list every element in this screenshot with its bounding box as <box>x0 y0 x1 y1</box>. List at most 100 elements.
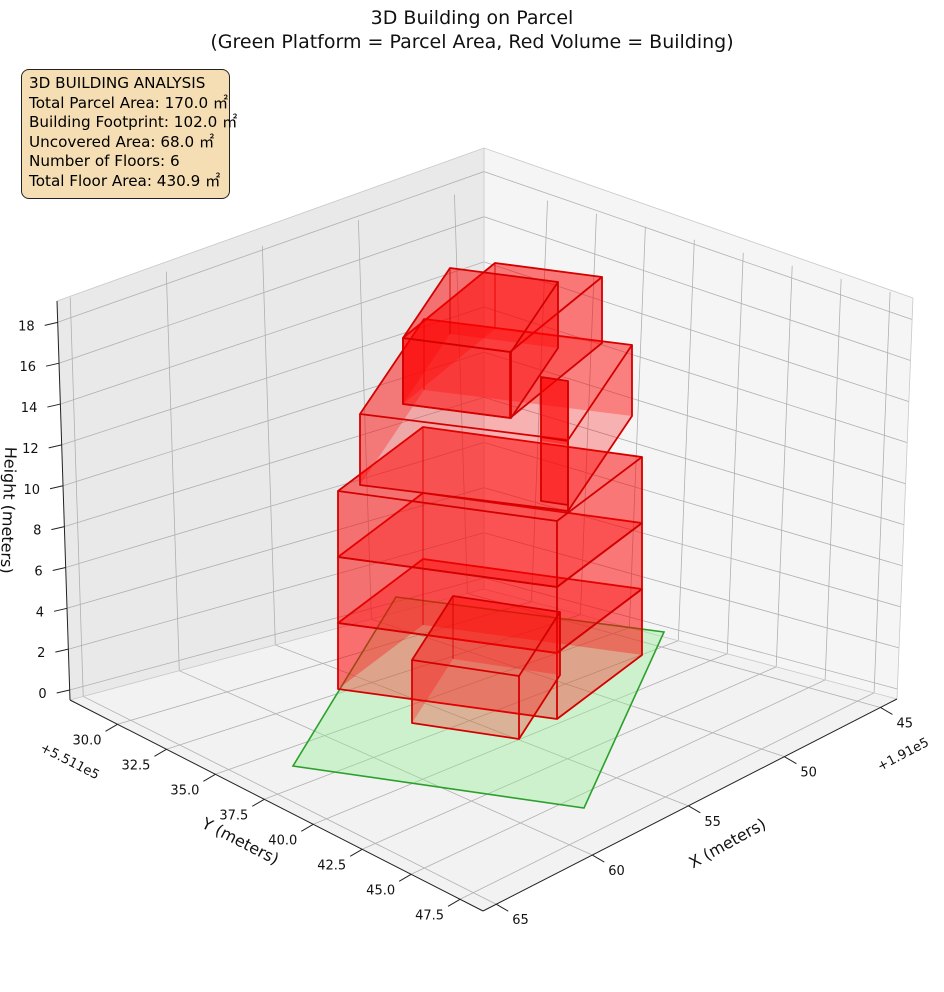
x-tick-label: 65 <box>512 913 529 928</box>
x-gridline-wall <box>454 194 468 594</box>
building-side-edge <box>556 523 643 654</box>
y-tick-label: 35.0 <box>170 783 199 798</box>
z-axis-line <box>56 300 71 701</box>
building-face <box>403 338 510 418</box>
tick-labels: 0 2 4 6 8 10 12 14 16 18 30.0 32.5 35.0 37.5 40.0 42.5 4… <box>18 319 913 928</box>
x-tick-label: 55 <box>704 815 721 830</box>
building-face <box>412 660 519 739</box>
building-front-edge <box>337 623 558 720</box>
z-tick <box>48 444 62 449</box>
y-gridline-wall <box>873 291 891 693</box>
building-side-edge <box>567 345 633 512</box>
z-tick-label: 2 <box>37 646 45 661</box>
y-tick <box>252 798 265 807</box>
y-tick-label: 32.5 <box>121 758 150 773</box>
info-total-floor-area: Total Floor Area: 430.9 ㎡ <box>29 171 221 190</box>
building-side-edge <box>518 612 561 740</box>
building-face <box>541 437 568 505</box>
y-gridline-floor <box>264 640 679 800</box>
x-offset-label: +1.91e5 <box>875 735 932 775</box>
y-gridline-floor <box>313 653 728 825</box>
z-tick <box>55 648 69 653</box>
building-face <box>495 263 602 343</box>
building-face <box>450 268 558 348</box>
axis-lines <box>56 147 914 912</box>
x-tick <box>880 707 893 715</box>
building-face <box>403 263 602 352</box>
y-tick-label: 40.0 <box>268 833 297 848</box>
building-face <box>338 491 557 587</box>
x-tick <box>592 854 605 863</box>
x-tick-label: 45 <box>896 716 913 731</box>
x-tick <box>688 805 701 814</box>
y-gridline-wall <box>726 252 744 654</box>
info-uncovered-area: Uncovered Area: 68.0 ㎡ <box>29 132 215 151</box>
y-gridline-floor <box>166 614 581 750</box>
info-heading: 3D BUILDING ANALYSIS <box>29 74 206 92</box>
x-gridline-wall <box>261 245 276 645</box>
y-gridline-floor <box>362 666 777 850</box>
building-face <box>541 377 568 445</box>
floor-pane <box>70 589 897 911</box>
tick-marks <box>44 321 893 912</box>
y-tick-label: 42.5 <box>317 858 346 873</box>
y-gridline-floor <box>459 692 875 900</box>
building-face <box>403 263 495 404</box>
z-tick <box>53 607 68 612</box>
chart-title-line1: 3D Building on Parcel <box>370 7 574 29</box>
y-gridline-wall <box>628 226 646 628</box>
x-gridline-floor <box>83 696 497 905</box>
z-tick-label: 18 <box>18 319 35 334</box>
z-tick <box>49 485 64 490</box>
floor-6 <box>402 267 559 419</box>
x-gridline-wall <box>165 271 180 671</box>
z-tick-label: 16 <box>19 360 36 375</box>
y-gridline-wall <box>824 278 842 680</box>
building-side-edge <box>556 589 643 720</box>
z-tick <box>52 566 66 571</box>
floor-2 <box>337 492 643 654</box>
y-tick <box>447 898 461 907</box>
z-tick-label: 4 <box>36 605 44 620</box>
z-tick-label: 10 <box>23 483 40 498</box>
building-face <box>424 319 632 416</box>
y-gridline-floor <box>410 679 826 875</box>
building-face <box>541 377 568 441</box>
y-tick <box>154 748 167 757</box>
floor-4 <box>359 318 633 512</box>
x-gridline-floor <box>179 670 593 856</box>
building-face <box>403 268 558 352</box>
building-face <box>338 623 557 719</box>
y-tick <box>301 823 314 832</box>
building-front-edge <box>337 491 558 588</box>
floor-5 <box>402 262 603 419</box>
y-gridline-floor <box>117 601 532 725</box>
x-tick <box>495 903 509 912</box>
info-floors: Number of Floors: 6 <box>29 152 180 171</box>
y-gridline-wall <box>580 213 597 615</box>
y-gridline-wall <box>531 200 548 602</box>
building-face <box>338 559 423 689</box>
building-face <box>338 493 642 587</box>
building-face <box>557 457 642 587</box>
chart-title-line2: (Green Platform = Parcel Area, Red Volum… <box>210 31 734 53</box>
x-gridline-floor <box>275 644 689 807</box>
y-tick-label: 30.0 <box>73 733 102 748</box>
building-face <box>338 427 423 557</box>
annex-block <box>411 595 561 740</box>
building-volume <box>337 262 643 740</box>
building-side-edge <box>556 457 643 588</box>
y-tick <box>349 848 363 857</box>
building-front-edge <box>337 557 558 654</box>
building-face <box>403 268 450 404</box>
building-face <box>338 493 423 623</box>
z-tick <box>45 362 60 367</box>
x-axis-line <box>482 698 898 912</box>
x-gridline-floor <box>371 618 785 758</box>
building-face <box>338 559 642 653</box>
y-tick <box>398 873 412 882</box>
building-front-edge <box>402 338 512 419</box>
floor-3 <box>337 426 643 588</box>
z-tick-label: 14 <box>21 401 38 416</box>
z-tick <box>44 321 58 326</box>
